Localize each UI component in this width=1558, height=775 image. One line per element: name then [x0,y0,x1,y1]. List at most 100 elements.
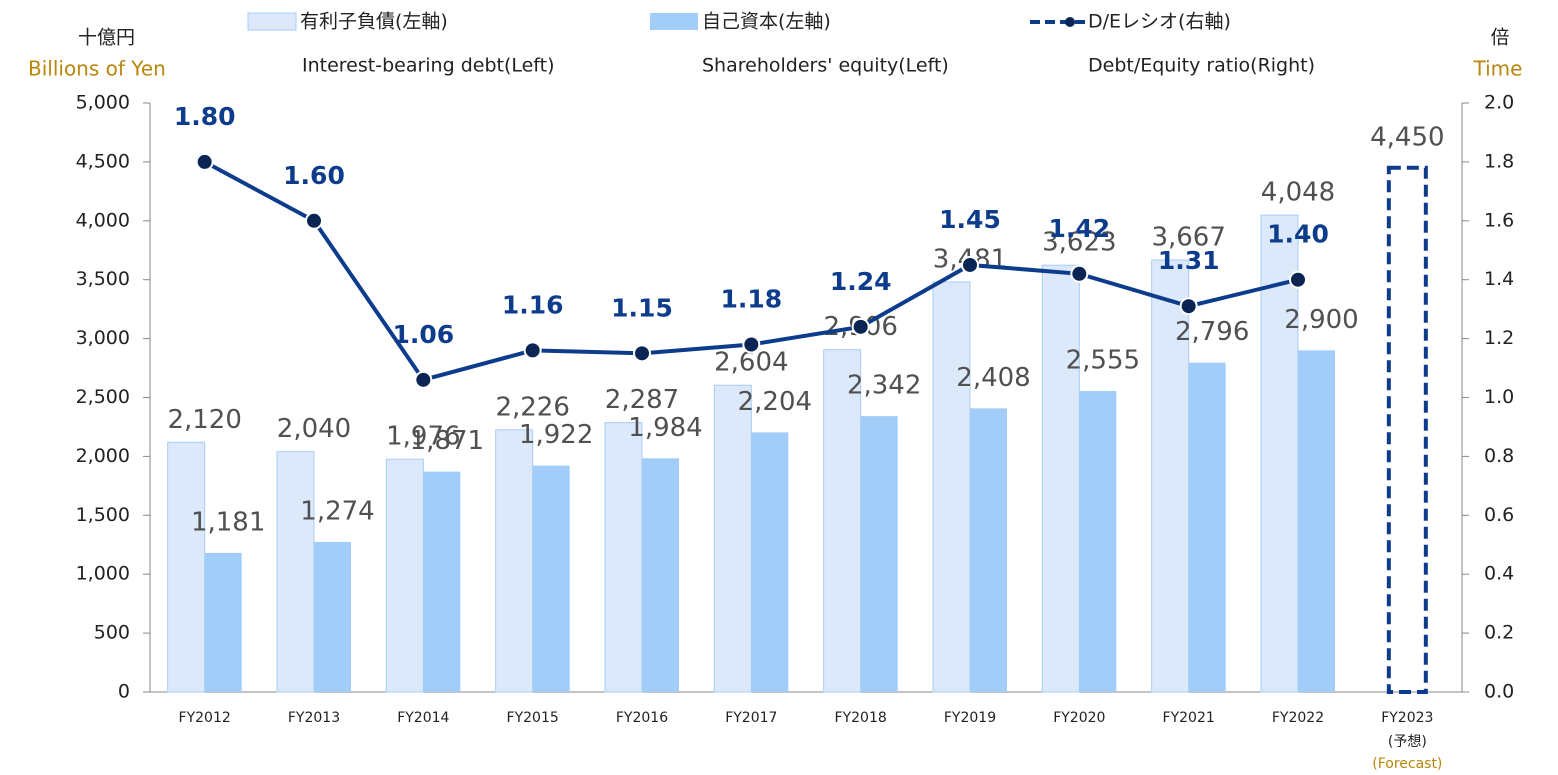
right-axis-unit-ja: 倍 [1490,27,1509,49]
bar [1151,259,1190,693]
ratio-label: 1.06 [392,320,454,349]
value-label: 2,342 [847,371,921,401]
legend-swatch [650,13,698,30]
point [195,152,214,171]
bar [1298,350,1335,692]
value-label: 1,984 [628,413,702,443]
y-tick-label: 500 [94,622,130,644]
y-tick-label: 2,500 [76,386,130,408]
x-tick-label: FY2020 [1053,710,1105,726]
bar [423,471,461,692]
ratio-label: 1.60 [283,161,345,190]
y2-tick-label: 2.0 [1484,92,1514,114]
y-tick-label: 5,000 [76,92,130,114]
legend-swatch [1065,17,1075,27]
bar [385,458,424,693]
y2-tick-label: 0.2 [1484,622,1514,644]
value-label: 2,040 [277,414,351,444]
ratio-label: 1.15 [611,293,673,322]
bar [970,408,1007,692]
y2-tick-label: 0.4 [1484,563,1514,585]
value-label: 1,274 [300,496,374,526]
bar [1188,362,1226,692]
y2-tick-label: 0.8 [1484,445,1514,467]
value-label: 3,623 [1042,228,1116,258]
value-label: 2,120 [167,405,241,435]
value-label: 2,555 [1066,346,1140,376]
left-axis-unit-ja: 十億円 [78,27,135,49]
point [851,317,870,336]
forecast-note: (Forecast) [1372,756,1442,772]
point [1289,270,1307,289]
value-label: 3,667 [1151,223,1225,253]
value-label: 1,871 [410,426,484,456]
y-tick-label: 0 [118,681,130,703]
bar [604,422,643,693]
value-label: 2,408 [956,363,1030,393]
bar [713,384,752,693]
value-label: 4,450 [1370,122,1444,152]
y-tick-label: 1,000 [76,563,130,585]
y2-tick-label: 1.2 [1484,327,1514,349]
point [305,211,323,230]
forecast-note: (予想) [1388,734,1427,750]
y2-tick-label: 1.8 [1484,150,1514,172]
point [742,335,761,354]
forecast-bar [1386,165,1428,695]
left-axis-unit-en: Billions of Yen [28,57,166,81]
bar [1079,391,1117,692]
x-tick-label: FY2017 [725,710,777,726]
bar [642,458,679,692]
value-label: 1,976 [386,422,460,452]
bar [495,429,534,693]
y-tick-label: 2,000 [76,445,130,467]
bar [1260,214,1299,693]
legend-label: 自己資本(左軸) [702,11,831,33]
x-tick-label: FY2012 [179,710,231,726]
y-tick-label: 1,500 [76,504,130,526]
value-label: 1,181 [191,507,265,537]
legend-label: D/Eレシオ(右軸) [1088,11,1231,33]
x-tick-label: FY2013 [288,710,340,726]
x-tick-label: FY2022 [1272,710,1324,726]
bar [860,416,898,692]
y-tick-label: 4,000 [76,209,130,231]
value-label: 2,226 [495,392,569,422]
x-tick-label: FY2019 [944,710,996,726]
bar [204,552,242,692]
y2-tick-label: 0.6 [1484,504,1514,526]
legend-label: 有利子負債(左軸) [300,11,448,33]
value-label: 2,796 [1175,317,1249,347]
value-label: 2,204 [738,387,812,417]
x-tick-label: FY2015 [507,710,559,726]
bar [314,541,351,692]
bar [1041,264,1080,693]
point [633,344,651,363]
legend-label-en: Interest-bearing debt(Left) [302,55,555,77]
y2-tick-label: 1.6 [1484,209,1514,231]
y-tick-label: 3,000 [76,327,130,349]
value-label: 2,287 [605,385,679,415]
y2-tick-label: 1.0 [1484,386,1514,408]
ratio-label: 1.80 [174,102,236,131]
bar [276,451,315,693]
x-tick-label: FY2016 [616,710,668,726]
ratio-label: 1.16 [502,290,564,319]
point [523,341,542,360]
x-tick-label: FY2023 [1381,710,1433,726]
point [414,370,433,389]
bar [932,281,971,693]
bar [532,465,570,692]
bar [823,349,862,693]
point [1070,264,1089,283]
ratio-label: 1.24 [830,267,892,296]
ratio-label: 1.45 [939,205,1001,234]
bar [751,432,789,692]
value-label: 2,900 [1284,305,1358,335]
x-tick-label: FY2021 [1163,710,1215,726]
y2-tick-label: 0.0 [1484,681,1514,703]
y2-tick-label: 1.4 [1484,268,1514,290]
bar [167,441,206,693]
value-label: 4,048 [1261,178,1335,208]
